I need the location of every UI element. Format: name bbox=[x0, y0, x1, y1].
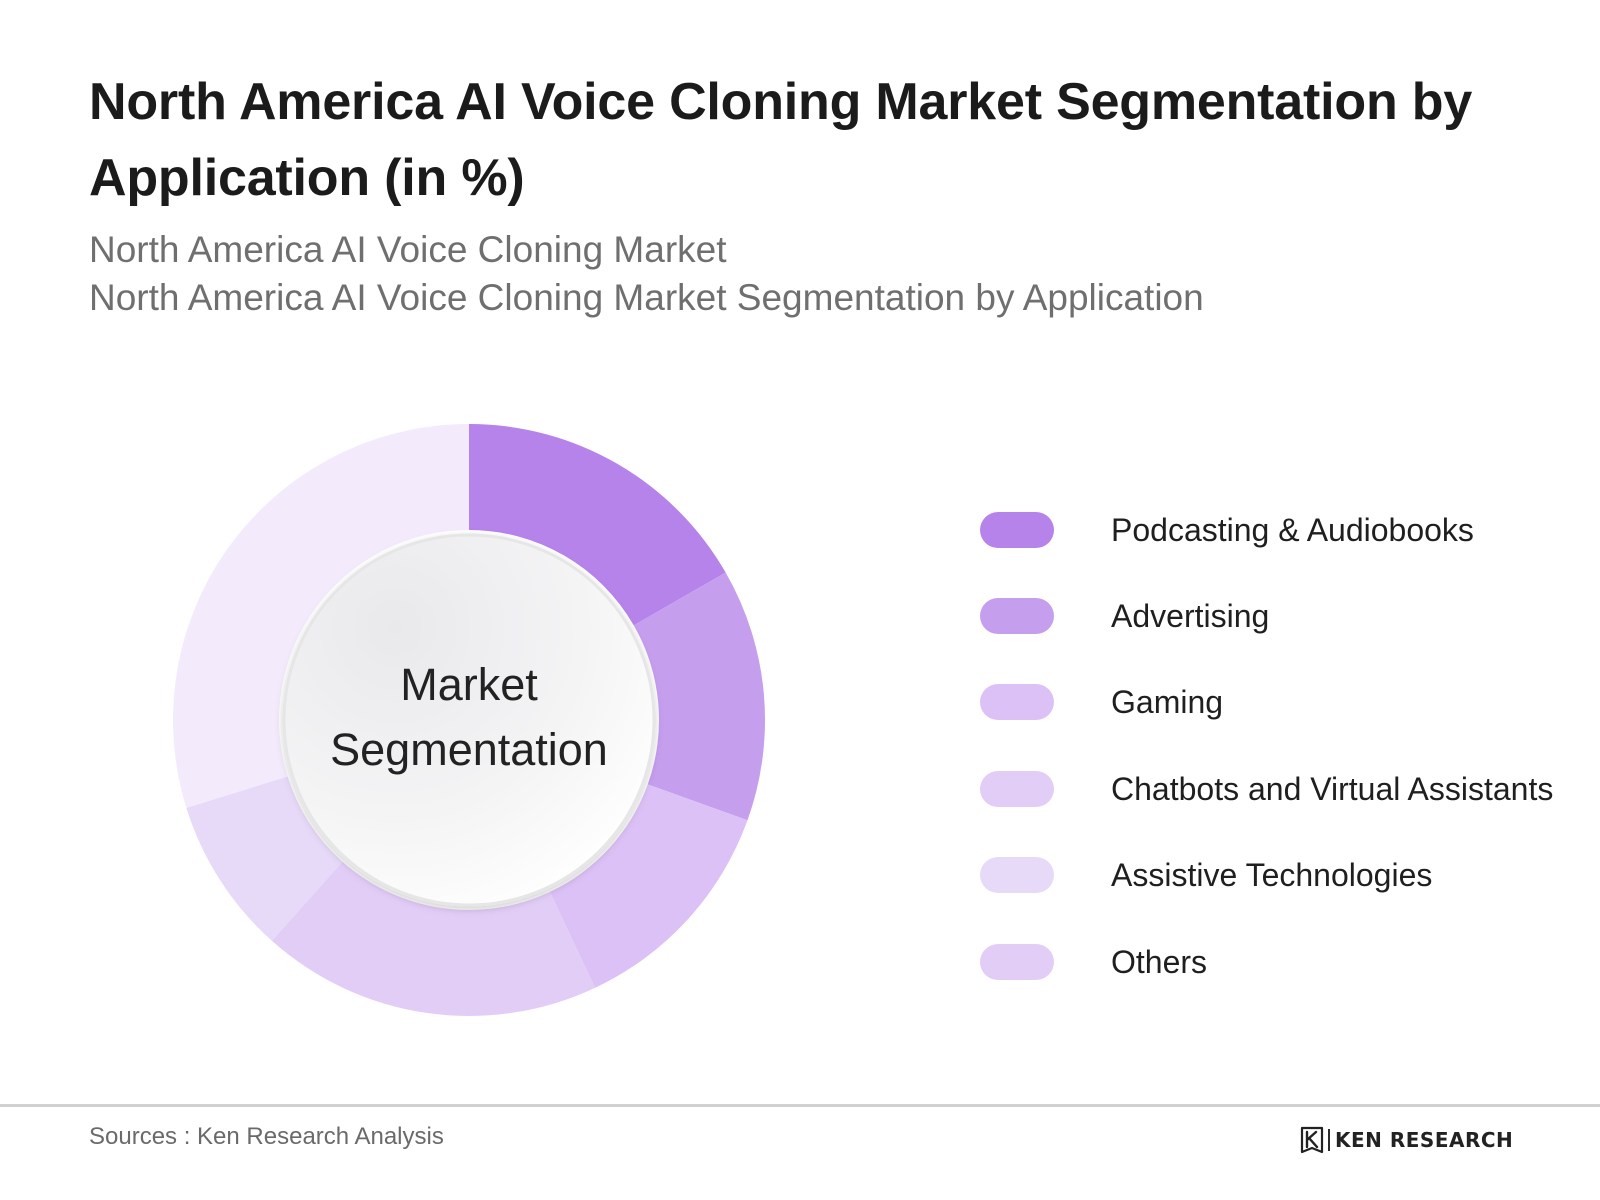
legend-swatch bbox=[980, 944, 1054, 980]
legend-swatch bbox=[980, 771, 1054, 807]
legend-label: Others bbox=[1111, 944, 1208, 980]
chart-subtitle-market: North America AI Voice Cloning Market bbox=[89, 229, 727, 270]
logo-separator bbox=[1328, 1129, 1330, 1151]
legend-swatch bbox=[980, 512, 1054, 548]
legend-label: Podcasting & Audiobooks bbox=[1111, 512, 1474, 548]
legend-label: Chatbots and Virtual Assistants bbox=[1111, 771, 1554, 807]
donut-slice-podcasting-audiobooks bbox=[469, 424, 726, 626]
ken-research-logo: KEN RESEARCH bbox=[1300, 1125, 1513, 1155]
ken-research-logo-icon bbox=[1300, 1126, 1324, 1154]
chart-title: North America AI Voice Cloning Market Se… bbox=[89, 73, 1473, 207]
legend-item: Others bbox=[980, 942, 1580, 982]
source-note: Sources : Ken Research Analysis bbox=[89, 1123, 444, 1150]
legend-item: Chatbots and Virtual Assistants bbox=[980, 769, 1580, 809]
footer-divider bbox=[0, 1104, 1600, 1107]
legend-swatch bbox=[980, 684, 1054, 720]
legend-swatch bbox=[980, 598, 1054, 634]
legend-item: Advertising bbox=[980, 596, 1580, 636]
legend-item: Podcasting & Audiobooks bbox=[980, 510, 1580, 550]
donut-slice-others bbox=[172, 424, 469, 808]
legend-label: Gaming bbox=[1111, 684, 1224, 720]
legend-item: Assistive Technologies bbox=[980, 855, 1580, 895]
donut-slices bbox=[172, 424, 765, 1017]
legend-label: Advertising bbox=[1111, 598, 1270, 634]
donut-slice-chatbots-and-virtual-assistants bbox=[271, 861, 596, 1017]
legend-swatch bbox=[980, 857, 1054, 893]
donut-center-label-line-1: Market bbox=[400, 659, 538, 710]
logo-text: KEN RESEARCH bbox=[1335, 1128, 1514, 1152]
donut-slice-advertising bbox=[633, 572, 765, 821]
donut-center-label-line-2: Segmentation bbox=[330, 724, 608, 775]
donut-slice-assistive-technologies bbox=[186, 776, 343, 941]
legend-label: Assistive Technologies bbox=[1111, 857, 1433, 893]
donut-center-disc bbox=[282, 533, 656, 907]
legend-item: Gaming bbox=[980, 682, 1580, 722]
donut-slice-gaming bbox=[549, 784, 748, 988]
chart-subtitle-segmentation: North America AI Voice Cloning Market Se… bbox=[89, 277, 1204, 318]
